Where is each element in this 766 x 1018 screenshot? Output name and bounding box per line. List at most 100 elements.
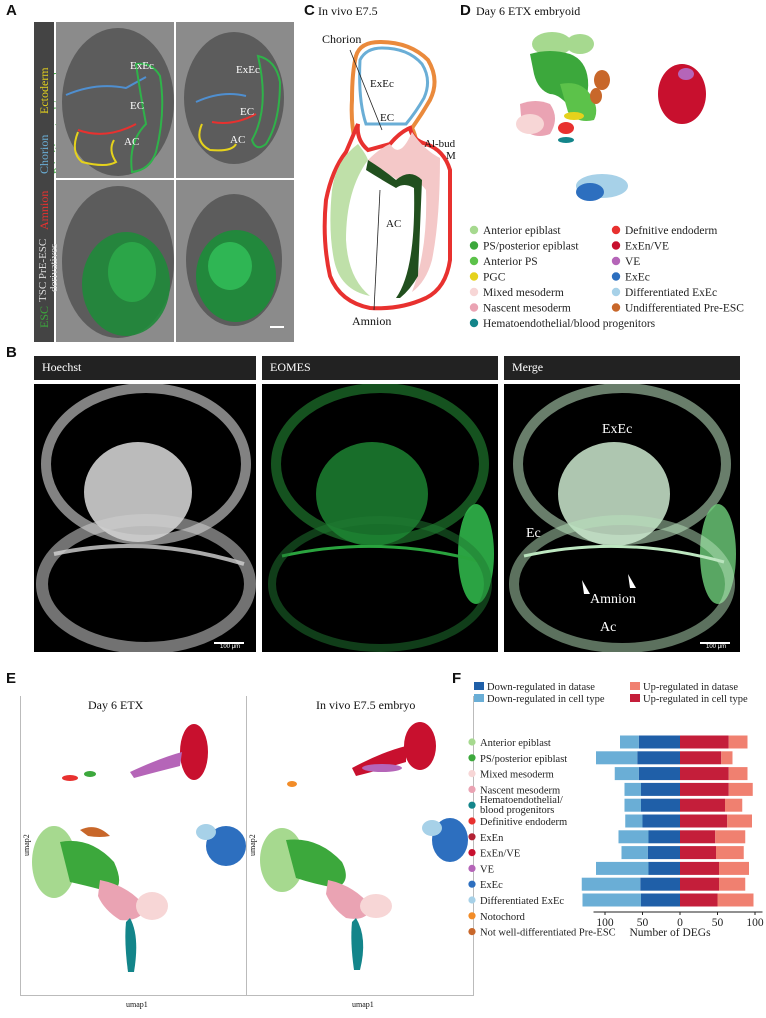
panel-label-c: C [304,2,315,19]
f-bar-down-dataset [648,861,680,875]
e-xlabel-left: umap1 [126,1000,148,1009]
c-m-label: M [446,150,456,162]
scale-bar-hoechst: 100 μm [220,644,241,650]
chorion-label: Chorion [37,134,51,174]
legend-d-dot [469,225,479,235]
f-category-label: Anterior epiblast [480,738,551,749]
legend-d-dot [469,303,479,312]
legend-d-dot [611,256,621,266]
panel-e: Day 6 ETX In vivo E7.5 embryo umap2 umap… [20,696,474,1010]
f-category-dot [468,880,476,888]
f-bar-up-dataset [680,798,725,812]
header-merge: Merge [504,356,740,380]
f-category-dot [468,738,476,746]
micrograph-bottom-right [176,180,294,342]
f-bar-up-celltype [725,798,743,812]
f-category-dot [468,864,476,872]
f-bar-up-dataset [680,767,729,781]
f-bar-up-celltype [717,893,754,907]
f-bar-down-celltype [620,735,639,749]
legend-d-label: Undifferentiated Pre-ESC [625,303,744,315]
f-bar-down-celltype [614,767,639,781]
f-legend-swatch [474,682,484,690]
legend-d-label: Anterior PS [483,256,538,268]
panel-c-title: In vivo E7.5 [318,4,378,18]
legend-d-label: Mixed mesoderm [483,287,564,299]
f-bar-up-dataset [680,830,716,844]
f-bar-down-dataset [637,751,680,765]
panel-label-b: B [6,344,17,361]
f-category-dot [468,912,476,920]
e-left-title: Day 6 ETX [88,698,144,712]
a-exec-label-1: ExEc [130,60,154,72]
f-bar-down-dataset [638,767,680,781]
legend-d-dot [611,225,621,235]
legend-d-dot [611,272,621,281]
chart-f: Down-regulated in datase Up-regulated in … [468,682,764,939]
f-bar-down-dataset [638,735,680,749]
ectoderm-label: Ectoderm [37,67,51,114]
f-legend-swatch [474,694,484,702]
legend-d-label: Anterior epiblast [483,225,561,237]
legend-d-dot [469,287,479,297]
esc-label: ESC [37,305,51,328]
image-hoechst: 100 μm [34,384,256,652]
legend-d-dot [469,272,479,281]
a-ec-label-1: EC [130,100,145,112]
arrowhead-left [582,580,590,594]
f-category-dot [468,754,476,762]
f-category-label: ExEc [480,880,503,891]
panel-label-e: E [6,670,17,687]
umap-e-left [32,724,246,972]
f-bar-down-celltype [618,830,649,844]
f-category-label: Hematoendothelial/ [480,795,563,806]
panel-a-side-bar [34,22,54,342]
f-category-label: PS/posterior epiblast [480,754,567,765]
legend-d-label: Defnitive endoderm [625,225,717,237]
f-bar-up-dataset [680,877,719,891]
a-exec-label-2: ExEc [236,64,260,76]
f-bar-up-dataset [680,814,728,828]
panel-label-d: D [460,2,471,19]
f-category-dot [468,770,476,778]
f-bar-up-celltype [719,877,746,891]
a-ec-label-2: EC [240,106,255,118]
f-legend-swatch [630,694,640,702]
e-right-title: In vivo E7.5 embryo [316,698,416,712]
f-legend-swatch [630,682,640,690]
f-bar-down-celltype [621,846,648,860]
legend-d-label: VE [625,256,640,268]
legend-d: Anterior epiblast Defnitive endoderm PS/po… [469,225,744,330]
f-category-dot [468,896,476,904]
f-legend-label: Down-regulated in datase [487,682,595,693]
panel-label-a: A [6,2,17,19]
f-bar-up-celltype [728,735,748,749]
f-x-tick-label: 0 [677,917,683,929]
f-category-dot [468,849,476,857]
f-bar-down-dataset [648,830,680,844]
f-bar-up-celltype [727,814,752,828]
c-exec-label: ExEc [370,78,394,90]
c-amnion-label: Amnion [352,314,392,328]
header-hoechst: Hoechst [34,356,256,380]
f-bar-down-dataset [647,846,680,860]
panel-c-diagram [322,39,452,311]
legend-d-label: PS/posterior epiblast [483,241,579,253]
f-category-dot [468,817,476,825]
f-category-label: Differentiated ExEc [480,896,564,907]
merge-exec-label: ExEc [602,422,633,437]
f-bar-up-dataset [680,782,729,796]
a-ac-label-2: AC [230,134,246,146]
arrowhead-right [628,574,636,588]
f-bar-down-celltype [624,782,641,796]
f-legend-label: Up-regulated in cell type [643,694,748,705]
f-bar-up-dataset [680,735,729,749]
image-merge: ExEc Ec Amnion Ac 100 μm [504,384,740,652]
legend-d-dot [611,303,621,312]
f-bar-down-celltype [624,798,641,812]
f-bar-up-dataset [680,861,719,875]
f-bar-down-celltype [596,751,638,765]
f-bar-up-celltype [728,767,748,781]
amnion-side-label: Amnion [37,190,51,230]
f-bar-up-celltype [721,751,733,765]
